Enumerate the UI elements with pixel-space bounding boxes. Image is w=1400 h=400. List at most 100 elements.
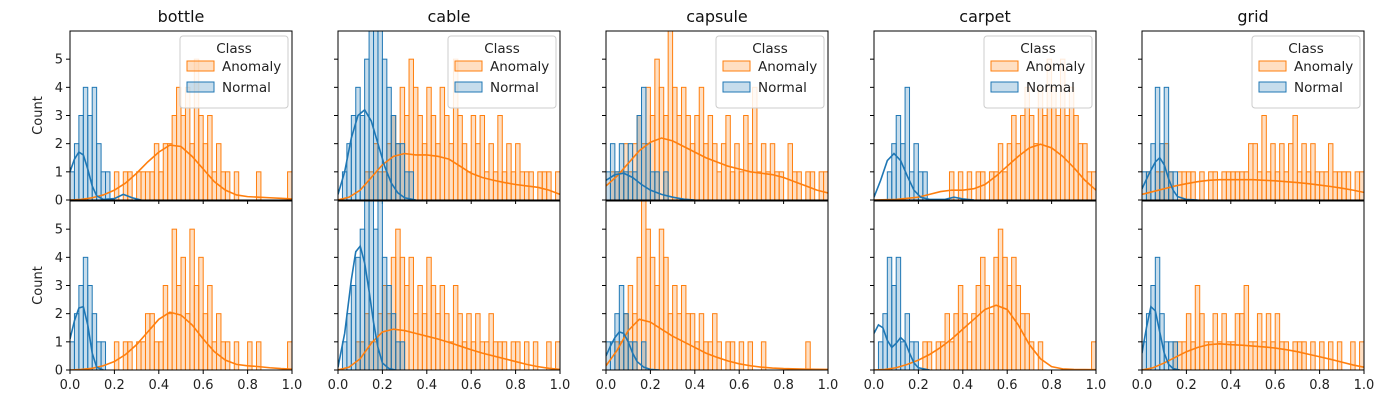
anomaly-bar (971, 313, 977, 370)
normal-bar (78, 285, 84, 370)
anomaly-bar (136, 171, 142, 200)
panel-title: carpet (959, 7, 1010, 26)
legend-swatch-anomaly (1258, 60, 1287, 72)
anomaly-bar (176, 285, 182, 370)
plot-area (1142, 86, 1364, 200)
y-tick-label: 3 (55, 279, 63, 294)
anomaly-bar (685, 115, 691, 200)
anomaly-bar (636, 256, 643, 370)
y-tick-label: 0 (55, 364, 63, 379)
x-tick-label: 1.0 (1086, 378, 1107, 393)
anomaly-bar (466, 171, 472, 200)
anomaly-bar (1270, 143, 1276, 200)
anomaly-bar (993, 256, 999, 370)
anomaly-bar (988, 313, 995, 370)
legend-entry-anomaly: Anomaly (758, 59, 817, 75)
legend-swatch-anomaly (186, 60, 215, 72)
anomaly-bar (738, 171, 745, 200)
anomaly-bar (1239, 171, 1245, 200)
anomaly-bar (1190, 341, 1196, 370)
anomaly-bar (426, 256, 432, 370)
anomaly-bar (488, 313, 494, 370)
anomaly-bar (1292, 115, 1298, 200)
legend-box (715, 35, 825, 109)
anomaly-bar (1055, 115, 1061, 200)
plot-area (606, 201, 828, 370)
anomaly-bar (791, 171, 798, 200)
anomaly-kde-line (874, 143, 1096, 200)
anomaly-bar (211, 171, 218, 200)
x-tick-label: 0.4 (1220, 378, 1241, 393)
x-tick-label: 0.6 (729, 378, 750, 393)
anomaly-bar (1283, 171, 1290, 200)
normal-kde-line (874, 152, 974, 200)
anomaly-bar (1234, 171, 1241, 200)
normal-bar (73, 313, 80, 370)
anomaly-bar (158, 171, 164, 200)
anomaly-bar (1033, 143, 1039, 200)
anomaly-bar (144, 313, 151, 370)
legend-entry-normal: Normal (758, 80, 807, 96)
anomaly-bar (1319, 341, 1325, 370)
anomaly-bar (760, 341, 767, 370)
normal-kde-line (606, 331, 660, 370)
plot-area (70, 58, 292, 200)
anomaly-bar (220, 341, 226, 370)
anomaly-bar (1243, 285, 1250, 370)
anomaly-bar (149, 313, 155, 370)
anomaly-bar (233, 341, 240, 370)
anomaly-bar (198, 256, 204, 370)
legend-entry-normal: Normal (490, 80, 539, 96)
anomaly-bar (1279, 143, 1285, 200)
x-tick-label: 0.0 (864, 378, 885, 393)
x-tick-label: 0.2 (908, 378, 929, 393)
anomaly-bar (140, 171, 146, 200)
anomaly-bar (1185, 171, 1192, 200)
anomaly-kde-line (1142, 343, 1364, 370)
anomaly-bar (144, 171, 151, 200)
anomaly-bar (935, 341, 942, 370)
anomaly-bar (180, 256, 186, 370)
anomaly-bar (189, 143, 195, 200)
legend: Class Anomaly Normal (179, 35, 289, 109)
anomaly-bar (435, 143, 441, 200)
normal-bar (1154, 86, 1161, 200)
anomaly-bar (997, 228, 1004, 370)
normal-bar (632, 171, 638, 200)
anomaly-kde-line (606, 318, 828, 370)
anomaly-bar (1234, 313, 1241, 370)
normal-bar (645, 143, 651, 200)
legend-entry-normal: Normal (222, 80, 271, 96)
anomaly-bar (501, 171, 508, 200)
anomaly-bar (689, 313, 696, 370)
normal-bar (886, 171, 893, 200)
x-tick-label: 1.0 (550, 378, 571, 393)
anomaly-bar (412, 313, 419, 370)
legend-title: Class (1020, 41, 1056, 57)
anomaly-bar (1185, 313, 1192, 370)
anomaly-bar (1274, 313, 1281, 370)
anomaly-bar (452, 285, 459, 370)
anomaly-bar (479, 341, 486, 370)
normal-bar (82, 86, 89, 200)
panel-carpet-row1: carpet Class Anomaly Normal (870, 7, 1097, 204)
legend-entry-anomaly: Anomaly (490, 59, 549, 75)
anomaly-bar (729, 171, 736, 200)
anomaly-bar (479, 115, 486, 200)
anomaly-bar (1336, 341, 1343, 370)
anomaly-bar (255, 341, 262, 370)
legend-entry-anomaly: Anomaly (1026, 59, 1085, 75)
anomaly-bar (649, 256, 656, 370)
panel-carpet-row2: 0.0 0.2 0.4 0.6 0.8 1.0 (864, 200, 1107, 393)
anomaly-bar (1239, 313, 1245, 370)
anomaly-bar (1006, 143, 1013, 200)
anomaly-bar (488, 143, 494, 200)
anomaly-bar (1199, 313, 1205, 370)
legend-swatch-normal (990, 81, 1019, 93)
anomaly-bar (672, 285, 678, 370)
anomaly-bar (672, 86, 678, 200)
anomaly-bar (663, 256, 669, 370)
anomaly-bar (1006, 285, 1013, 370)
x-tick-label: 0.2 (372, 378, 393, 393)
anomaly-bar (171, 228, 178, 370)
